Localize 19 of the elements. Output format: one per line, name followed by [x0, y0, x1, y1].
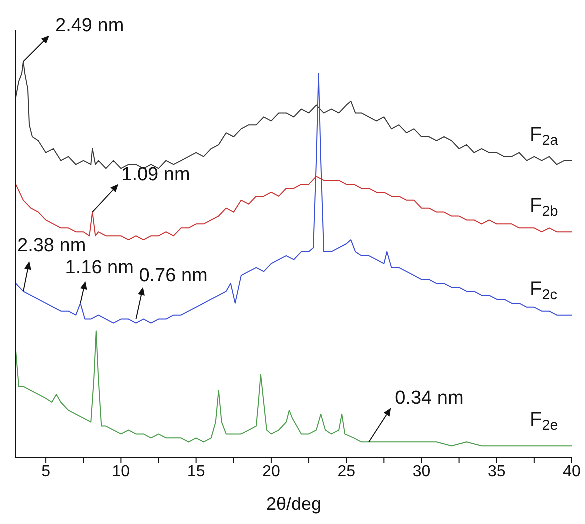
- annotation: 0.76 nm: [139, 265, 208, 286]
- series-label: F$_{2e}$: [530, 409, 558, 434]
- annotation: 0.34 nm: [395, 388, 464, 410]
- x-axis-title: 2θ/deg: [266, 494, 322, 514]
- x-tick-label: 40: [563, 463, 581, 480]
- annotation: 1.09 nm: [122, 164, 190, 186]
- x-tick-label: 15: [187, 463, 206, 480]
- series-label: F$_{2b}$: [530, 195, 558, 220]
- x-tick-label: 20: [262, 463, 280, 480]
- x-tick-label: 35: [488, 463, 506, 480]
- annotation: 2.38 nm: [18, 236, 86, 257]
- series-label: F$_{2c}$: [530, 278, 558, 304]
- x-tick-label: 5: [42, 463, 51, 480]
- x-tick-label: 30: [412, 463, 431, 480]
- series-label: F$_{2a}$: [530, 124, 558, 149]
- annotation: 2.49 nm: [56, 16, 124, 37]
- annotation: 1.16 nm: [65, 257, 134, 278]
- x-tick-label: 10: [112, 463, 130, 480]
- x-tick-label: 25: [338, 463, 356, 480]
